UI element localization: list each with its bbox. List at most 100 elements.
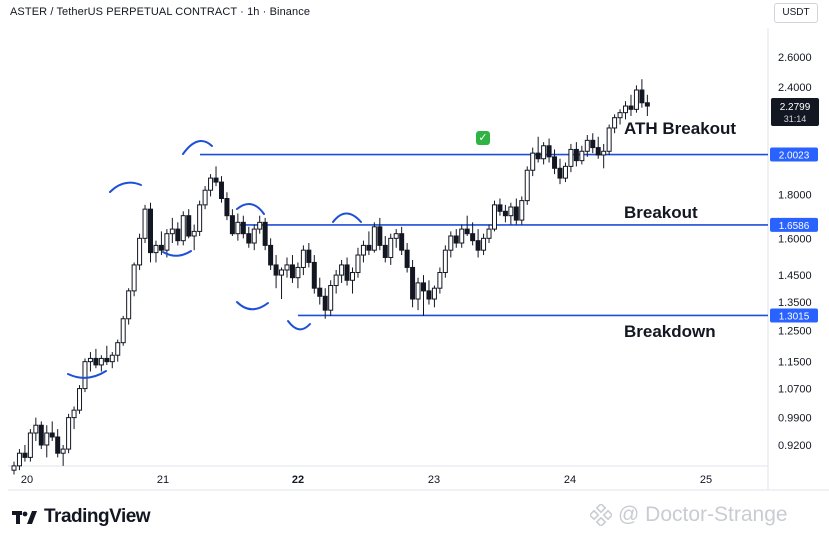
candle[interactable]	[333, 269, 339, 294]
candle[interactable]	[442, 245, 448, 278]
candle[interactable]	[169, 217, 175, 244]
candle[interactable]	[202, 186, 208, 210]
x-axis[interactable]: 20 21 22 23 24 25	[21, 474, 712, 486]
candle[interactable]	[350, 267, 356, 294]
candle[interactable]	[306, 243, 312, 268]
candle[interactable]	[453, 229, 459, 248]
candle[interactable]	[224, 192, 230, 221]
candle[interactable]	[355, 247, 361, 278]
candle[interactable]	[77, 385, 83, 414]
candle[interactable]	[541, 142, 547, 165]
candle[interactable]	[612, 114, 618, 134]
candle[interactable]	[104, 345, 110, 365]
candle[interactable]	[382, 235, 388, 263]
candles[interactable]	[11, 79, 650, 475]
candle[interactable]	[393, 229, 399, 248]
candle[interactable]	[137, 233, 143, 270]
candle[interactable]	[300, 245, 306, 276]
candle[interactable]	[273, 255, 279, 289]
candle[interactable]	[568, 143, 574, 173]
candle[interactable]	[295, 262, 301, 289]
candle[interactable]	[497, 198, 503, 216]
candle[interactable]	[475, 229, 481, 258]
candle[interactable]	[246, 226, 252, 248]
candle[interactable]	[262, 217, 268, 251]
candle[interactable]	[617, 109, 623, 125]
candle[interactable]	[257, 215, 263, 234]
candle[interactable]	[93, 348, 99, 369]
candle[interactable]	[328, 280, 334, 316]
candle[interactable]	[524, 166, 530, 205]
candle[interactable]	[644, 94, 650, 117]
candle[interactable]	[16, 449, 22, 471]
candle[interactable]	[344, 257, 350, 286]
tradingview-brand[interactable]: TradingView	[12, 506, 151, 528]
candle[interactable]	[148, 202, 153, 263]
candle[interactable]	[98, 355, 104, 372]
candle[interactable]	[289, 255, 295, 283]
candle[interactable]	[546, 138, 552, 163]
candle[interactable]	[399, 226, 405, 256]
candle[interactable]	[410, 259, 416, 308]
candle[interactable]	[44, 425, 50, 458]
candle[interactable]	[573, 142, 579, 167]
candle[interactable]	[421, 275, 426, 316]
candle[interactable]	[535, 136, 541, 163]
candle[interactable]	[131, 262, 137, 297]
candle[interactable]	[38, 421, 44, 450]
candle[interactable]	[240, 215, 246, 239]
candle[interactable]	[339, 259, 345, 283]
candle[interactable]	[415, 277, 421, 311]
candle[interactable]	[426, 280, 432, 305]
candle[interactable]	[322, 288, 328, 319]
candle[interactable]	[279, 267, 285, 300]
candle[interactable]	[218, 176, 224, 203]
symbol-header[interactable]: ASTER / TetherUS PERPETUAL CONTRACT · 1h…	[10, 6, 311, 18]
candle[interactable]	[590, 133, 596, 154]
candle[interactable]	[623, 101, 629, 120]
candle[interactable]	[459, 224, 465, 248]
candle[interactable]	[579, 145, 585, 165]
candle[interactable]	[431, 285, 437, 308]
candle[interactable]	[464, 215, 470, 236]
candle[interactable]	[470, 222, 476, 246]
candle[interactable]	[251, 224, 257, 251]
candle[interactable]	[508, 202, 514, 225]
candle[interactable]	[606, 124, 612, 155]
candle[interactable]	[639, 79, 645, 108]
candle[interactable]	[519, 196, 525, 225]
candle[interactable]	[584, 134, 590, 157]
candle[interactable]	[60, 445, 66, 466]
candle[interactable]	[628, 94, 634, 117]
candle[interactable]	[601, 143, 607, 169]
candle[interactable]	[633, 85, 639, 113]
candle[interactable]	[229, 209, 235, 236]
y-axis[interactable]: 2.6000 2.4000 1.8000 1.6000 1.4500 1.3500 1.25…	[778, 52, 812, 452]
candle[interactable]	[481, 233, 487, 256]
candle[interactable]	[33, 417, 39, 441]
candle[interactable]	[360, 240, 366, 263]
candle[interactable]	[11, 461, 17, 475]
candle[interactable]	[186, 209, 192, 239]
candle[interactable]	[208, 174, 214, 197]
candle[interactable]	[82, 358, 88, 393]
candle[interactable]	[71, 406, 77, 430]
currency-badge[interactable]: USDT	[774, 3, 818, 23]
candle[interactable]	[158, 231, 164, 256]
candle[interactable]	[120, 315, 126, 346]
candle[interactable]	[595, 136, 601, 159]
candle[interactable]	[513, 198, 519, 225]
candle[interactable]	[486, 224, 492, 244]
candle[interactable]	[371, 222, 377, 253]
candle[interactable]	[87, 352, 93, 372]
level-lines[interactable]: 2.0023 1.6586 1.3015	[200, 147, 818, 323]
candle[interactable]	[437, 267, 443, 294]
candle[interactable]	[49, 421, 55, 441]
candle[interactable]	[213, 166, 219, 187]
candle[interactable]	[164, 229, 170, 258]
candle[interactable]	[491, 200, 497, 232]
candle[interactable]	[197, 200, 203, 236]
candle[interactable]	[22, 445, 28, 462]
candle[interactable]	[175, 222, 181, 246]
